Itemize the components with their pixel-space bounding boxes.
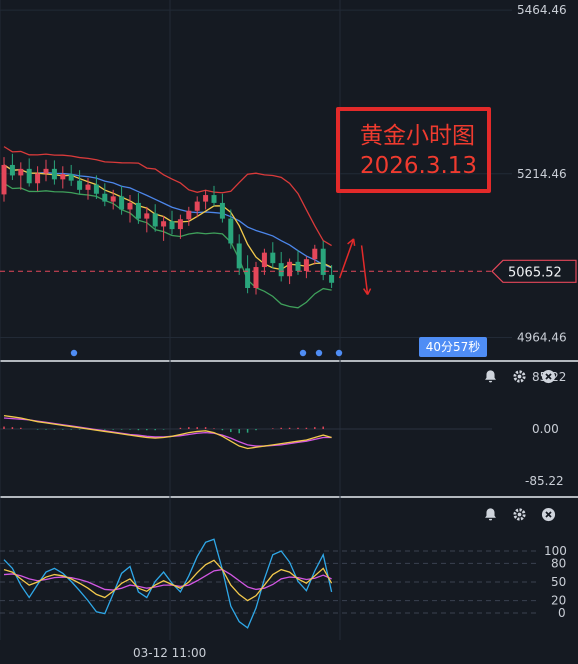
price-axis-label: 5464.46: [517, 3, 567, 17]
candle-body: [102, 193, 108, 202]
last-price-label: 5065.52: [508, 265, 562, 280]
candle-countdown: 40分57秒: [419, 337, 487, 357]
candle-body: [203, 195, 209, 202]
candle-body: [177, 219, 183, 230]
candle-body: [93, 184, 99, 194]
kdj-pane-controls: [483, 507, 556, 522]
candle-body: [329, 274, 335, 283]
candle-body: [77, 180, 83, 190]
kdj-axis-label: 20: [551, 594, 566, 608]
candle-body: [1, 164, 7, 195]
price-axis-label: 4964.46: [517, 330, 567, 344]
macd-pane-controls: [483, 369, 556, 384]
last-price-tag: [491, 259, 577, 283]
candle-body: [219, 202, 225, 219]
event-marker-dot: [335, 349, 343, 357]
bollinger-middle-line: [3, 164, 332, 269]
candle-body: [144, 213, 150, 219]
close-pane-icon[interactable]: [541, 507, 556, 522]
candle-body: [278, 263, 284, 277]
kdj-j-line: [3, 538, 333, 629]
annotation-arrowhead-down: [362, 288, 372, 295]
candle-body: [194, 201, 200, 211]
chart-title-symbol: 黄金小时图: [360, 123, 475, 149]
candle-body: [68, 174, 74, 181]
candle-body: [51, 168, 57, 180]
candle-body: [261, 252, 267, 268]
candle-body: [119, 196, 125, 210]
candle-body: [127, 202, 133, 210]
candle-body: [186, 210, 192, 220]
macd-axis-label: -85.22: [525, 474, 564, 488]
macd-dea-line: [3, 417, 332, 447]
close-pane-icon[interactable]: [541, 369, 556, 384]
settings-gear-icon[interactable]: [512, 369, 527, 384]
alert-bell-icon[interactable]: [483, 507, 498, 522]
candle-body: [211, 195, 217, 203]
kdj-axis-label: 100: [544, 544, 567, 558]
annotation-arrowhead-up: [347, 238, 356, 247]
time-axis-label: 03-12 11:00: [133, 646, 206, 660]
annotation-arrow-down: [360, 245, 369, 295]
macd-dif-line: [3, 414, 332, 450]
kdj-axis-label: 0: [558, 606, 566, 620]
settings-gear-icon[interactable]: [512, 507, 527, 522]
moving-average-line: [3, 164, 332, 271]
candle-body: [135, 202, 141, 219]
candle-body: [312, 248, 318, 260]
candle-body: [245, 268, 251, 288]
bollinger-upper-line: [3, 146, 332, 247]
kdj-k-line: [3, 559, 333, 602]
candle-body: [18, 168, 24, 176]
kdj-axis-label: 80: [551, 556, 566, 570]
candle-body: [26, 168, 32, 184]
candle-body: [303, 259, 309, 271]
kdj-axis-label: 50: [551, 575, 566, 589]
kdj-d-line: [3, 568, 332, 591]
candle-body: [236, 243, 242, 269]
candle-body: [228, 218, 234, 244]
candle-body: [169, 221, 175, 230]
candle-body: [43, 168, 49, 174]
bollinger-lower-line: [3, 182, 332, 309]
chart-title-box: 黄金小时图 2026.3.13: [336, 107, 491, 193]
candle-body: [9, 164, 15, 176]
event-marker-dot: [70, 349, 78, 357]
candle-body: [253, 267, 259, 288]
chart-title-date: 2026.3.13: [360, 153, 478, 179]
candle-body: [35, 173, 41, 184]
candle-body: [295, 261, 301, 271]
alert-bell-icon[interactable]: [483, 369, 498, 384]
candle-body: [161, 221, 167, 227]
candle-body: [110, 196, 116, 202]
candle-body: [320, 248, 326, 275]
candle-body: [287, 261, 293, 277]
price-axis-label: 5214.46: [517, 167, 567, 181]
candle-body: [152, 213, 158, 227]
macd-axis-label: 0.00: [532, 422, 559, 436]
event-marker-dot: [299, 349, 307, 357]
candle-body: [60, 174, 66, 180]
event-marker-dot: [315, 349, 323, 357]
annotation-arrow-up: [338, 238, 355, 279]
candle-body: [270, 252, 276, 264]
candle-body: [85, 184, 91, 190]
